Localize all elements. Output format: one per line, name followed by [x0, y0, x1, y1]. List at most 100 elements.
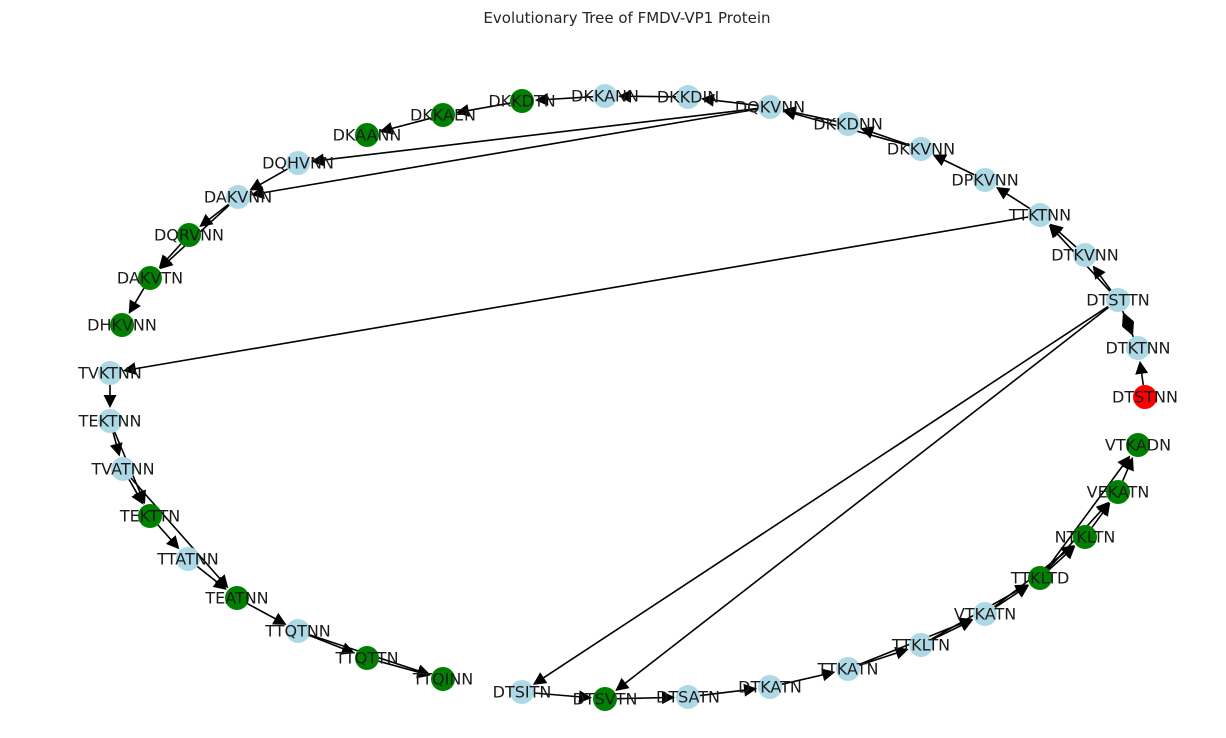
arrowhead-DTSTTN-TTKTNN [1048, 224, 1063, 239]
node-TTKLTN [909, 633, 933, 657]
label-DTKATN: DTKATN [738, 678, 802, 697]
label-TTATNN: TTATNN [156, 550, 218, 569]
node-DQHVNN [286, 151, 310, 175]
arrowhead-DTKATN-TTKATN [821, 668, 836, 682]
node-DTKVNN [1073, 243, 1097, 267]
arrowhead-TVKTNN-TEKTNN [103, 395, 117, 408]
arrowhead-DTSTTN-DTSVTN [615, 677, 630, 692]
node-DPKVNN [973, 168, 997, 192]
label-DPKVNN: DPKVNN [951, 171, 1018, 190]
edge-DKKANN-DKKDTN [542, 95, 594, 101]
edge-DTSVTN-DTSATN [616, 696, 668, 700]
node-DAKVTN [138, 266, 162, 290]
arrowhead-TTKLTD-VTKADN [1117, 455, 1131, 470]
label-DTSITN: DTSITN [493, 683, 552, 702]
edge-DKKAEN-DKAANN [387, 117, 432, 131]
arrowhead-DKKANN-DKKDTN [534, 92, 549, 106]
edge-DTKATN-TTKATN [781, 672, 828, 686]
edge-TTKLTN-VTKATN [931, 622, 967, 641]
edge-DPKVNN-DKKVNN [939, 157, 975, 176]
node-DTSITN [510, 680, 534, 704]
graph-title: Evolutionary Tree of FMDV-VP1 Protein [483, 9, 770, 27]
label-DKKVNN: DKKVNN [887, 140, 955, 159]
node-TTKLTD [1028, 566, 1052, 590]
edge-TTKATN-TTKLTN [859, 650, 902, 667]
label-DKAANN: DKAANN [333, 126, 402, 145]
node-TEATNN [225, 586, 249, 610]
label-VEKATN: VEKATN [1087, 483, 1150, 502]
label-DQRVNN: DQRVNN [154, 226, 224, 245]
label-TTQTNN: TTQTNN [264, 622, 331, 641]
arrowhead-TTKLTD-VEKATN [1095, 501, 1110, 516]
arrowhead-DTSITN-DTSVTN [578, 690, 593, 704]
arrowhead-DTSTTN-DTSITN [532, 672, 548, 685]
arrowhead-TTKATN-TTKLTN [894, 646, 909, 660]
edge-DKKVNN-DKKDNN [867, 130, 910, 146]
arrowhead-TEKTNN-TEKTTN [133, 489, 146, 505]
edge-TTQTTN-TTQINN [378, 660, 423, 675]
edge-DKKDNN-DQKVNN [790, 110, 837, 123]
edge-DTSTTN-DTSITN [539, 305, 1109, 682]
label-DTKVNN: DTKVNN [1051, 246, 1118, 265]
arrowhead-TTKTNN-DPKVNN [995, 186, 1011, 200]
label-VTKADN: VTKADN [1105, 436, 1171, 455]
node-DTSATN [676, 685, 700, 709]
node-DQRVNN [177, 223, 201, 247]
arrowhead-TTKLTN-TTKLTD [1014, 584, 1029, 597]
arrowhead-DTSTTN-DTKVNN [1092, 265, 1106, 280]
arrowhead-DTSTTN-DTKTNN [1122, 321, 1134, 336]
node-DQKVNN [758, 95, 782, 119]
label-DKKDNN: DKKDNN [813, 115, 883, 134]
label-DKKDIN: DKKDIN [657, 88, 719, 107]
edge-TTQTNN-TTQTTN [308, 634, 348, 652]
label-TEKTNN: TEKTNN [78, 412, 142, 431]
node-DTSTTN [1106, 288, 1130, 312]
arrowhead-DAKVNN-DAKVTN [159, 255, 174, 270]
node-TTKTNN [1028, 203, 1052, 227]
node-DTKATN [758, 675, 782, 699]
edge-DQKVNN-DQHVNN [318, 107, 759, 162]
label-TTQTTN: TTQTTN [334, 649, 398, 668]
label-TVKTNN: TVKTNN [77, 364, 142, 383]
label-TTKATN: TTKATN [817, 660, 879, 679]
arrowhead-TTQTNN-TTQINN [416, 664, 431, 677]
arrowhead-TTATNN-TEATNN [212, 576, 227, 590]
node-TTQTTN [355, 646, 379, 670]
label-TEATNN: TEATNN [204, 589, 268, 608]
arrowhead-DKKDIN-DKKANN [617, 89, 632, 103]
node-VEKATN [1106, 480, 1130, 504]
label-DKKAEN: DKKAEN [410, 106, 476, 125]
node-VTKADN [1126, 433, 1150, 457]
node-DKKDIN [676, 85, 700, 109]
label-DKKDTN: DKKDTN [488, 92, 555, 111]
nodes-layer [98, 84, 1157, 711]
arrowhead-TEATNN-TTQTNN [272, 612, 287, 625]
edge-VTKATN-TTKLTD [994, 588, 1023, 609]
label-VTKATN: VTKATN [954, 605, 1016, 624]
node-DTSTNN [1133, 385, 1157, 409]
label-DHKVNN: DHKVNN [87, 316, 157, 335]
edge-DQKVNN-DAKVNN [258, 108, 759, 195]
edge-DTSTTN-DTSVTN [621, 306, 1110, 687]
arrowhead-DKKDNN-DQKVNN [782, 106, 797, 119]
node-DKKDNN [836, 112, 860, 136]
node-DTSVTN [593, 687, 617, 711]
edge-TTKTNN-TVKTNN [130, 216, 1029, 371]
label-NTKLTN: NTKLTN [1055, 528, 1116, 547]
edge-DQKVNN-DKKDIN [708, 98, 759, 107]
label-DAKVNN: DAKVNN [204, 188, 272, 207]
node-TEKTTN [138, 504, 162, 528]
label-DQHVNN: DQHVNN [262, 154, 334, 173]
edge-TTKTNN-DPKVNN [1002, 190, 1031, 210]
arrowhead-DTSTNN-DTKTNN [1135, 360, 1149, 375]
edge-TVATNN-TEATNN [130, 477, 224, 583]
label-DTSVTN: DTSVTN [573, 690, 638, 709]
node-DHKVNN [110, 313, 134, 337]
node-DKKVNN [909, 137, 933, 161]
node-TEKTNN [98, 409, 122, 433]
edge-TTKLTD-VTKADN [1046, 461, 1127, 569]
label-TTKTNN: TTKTNN [1008, 206, 1071, 225]
arrowhead-TEKTNN-TVATNN [109, 442, 123, 457]
edge-DQHVNN-DAKVNN [255, 168, 288, 188]
